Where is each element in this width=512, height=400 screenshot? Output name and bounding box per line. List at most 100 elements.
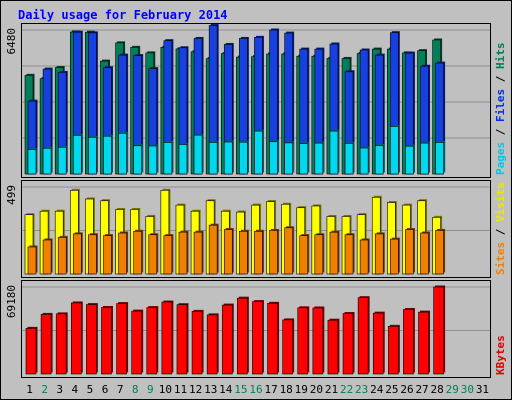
kbytes-bar-16	[252, 301, 263, 375]
day-label-4: 4	[72, 383, 79, 396]
kbytes-bar-4	[70, 302, 82, 375]
sites-bar-12	[193, 231, 203, 275]
kbytes-bar-22	[342, 313, 354, 375]
kbytes-bar-10	[161, 301, 173, 375]
day-label-20: 20	[310, 383, 323, 396]
day-label-26: 26	[400, 383, 413, 396]
series-kbytes	[25, 285, 446, 375]
day-label-6: 6	[102, 383, 109, 396]
sites-bar-6	[103, 235, 112, 275]
kbytes-bar-20	[312, 307, 324, 375]
pages-bar-22	[344, 143, 354, 175]
kbytes-bar-1	[25, 328, 37, 375]
day-label-12: 12	[189, 383, 202, 396]
kbytes-bar-15	[237, 297, 248, 375]
sites-bar-15	[239, 230, 248, 275]
pages-bar-5	[88, 137, 97, 175]
pages-bar-15	[239, 141, 248, 175]
day-label-8: 8	[132, 383, 139, 396]
pages-bar-26	[405, 145, 414, 175]
pages-bar-11	[178, 144, 188, 175]
day-label-19: 19	[295, 383, 308, 396]
legend-top: Pages / Files / Hits	[494, 43, 507, 176]
pages-bar-16	[254, 130, 263, 175]
kbytes-bar-26	[403, 309, 414, 375]
sites-bar-24	[374, 233, 384, 275]
kbytes-bar-6	[101, 307, 112, 375]
legend-item-pages: Pages	[494, 142, 507, 175]
scale-label-bottom: 69180	[5, 285, 18, 318]
kbytes-bar-5	[86, 304, 97, 375]
pages-bar-27	[420, 142, 429, 175]
day-label-29: 29	[446, 383, 459, 396]
kbytes-bar-24	[372, 312, 384, 375]
pages-bar-19	[299, 143, 309, 175]
pages-bar-17	[269, 141, 278, 175]
pages-bar-20	[314, 142, 324, 175]
day-label-28: 28	[431, 383, 444, 396]
pages-bar-13	[208, 142, 218, 175]
kbytes-bar-7	[116, 303, 127, 375]
day-label-15: 15	[234, 383, 247, 396]
day-label-21: 21	[325, 383, 338, 396]
panel-bottom: 69180 KBytes	[5, 280, 507, 378]
legend-item-files: Files	[494, 89, 507, 122]
kbytes-bar-28	[433, 286, 444, 375]
pages-bar-14	[223, 141, 233, 175]
kbytes-bar-3	[55, 313, 67, 375]
sites-bar-4	[72, 233, 82, 275]
legend-separator: /	[494, 122, 507, 142]
day-label-13: 13	[204, 383, 217, 396]
kbytes-bar-19	[297, 307, 309, 375]
day-label-2: 2	[41, 383, 48, 396]
kbytes-bar-13	[206, 314, 218, 375]
panel-top: 6480 Pages / Files / Hits	[5, 23, 507, 178]
sites-bar-16	[254, 230, 263, 275]
day-label-24: 24	[370, 383, 384, 396]
day-label-30: 30	[461, 383, 474, 396]
sites-bar-28	[435, 230, 444, 275]
legend-separator: /	[494, 69, 507, 89]
kbytes-bar-14	[221, 304, 233, 375]
kbytes-bar-27	[418, 311, 429, 375]
kbytes-bar-18	[282, 319, 293, 375]
sites-bar-1	[27, 246, 37, 275]
chart-panels: 6480 Pages / Files / Hits 499 Sites / Visit…	[5, 23, 507, 378]
day-label-22: 22	[340, 383, 353, 396]
sites-bar-23	[359, 239, 369, 275]
sites-bar-22	[344, 234, 354, 275]
sites-bar-5	[88, 234, 97, 275]
sites-bar-21	[329, 231, 339, 275]
sites-bar-17	[269, 230, 278, 275]
sites-bar-27	[420, 232, 429, 275]
sites-bar-7	[118, 232, 127, 275]
sites-bar-14	[223, 229, 233, 275]
series-sites	[27, 223, 446, 275]
legend-bottom: KBytes	[494, 335, 507, 375]
legend-item-sites: Sites	[494, 242, 507, 275]
pages-bar-1	[27, 149, 37, 175]
chart-title: Daily usage for February 2014	[18, 8, 228, 22]
pages-bar-10	[163, 142, 173, 175]
kbytes-bar-17	[267, 303, 278, 375]
sites-bar-3	[57, 237, 67, 275]
kbytes-bar-11	[176, 304, 188, 375]
pages-bar-9	[148, 145, 158, 175]
sites-bar-20	[314, 234, 324, 275]
day-label-27: 27	[415, 383, 428, 396]
day-label-3: 3	[56, 383, 63, 396]
pages-bar-6	[103, 135, 112, 175]
kbytes-bar-25	[388, 326, 399, 375]
day-label-5: 5	[87, 383, 94, 396]
day-label-31: 31	[476, 383, 489, 396]
sites-bar-8	[133, 230, 142, 275]
day-label-17: 17	[264, 383, 277, 396]
pages-bar-4	[72, 135, 82, 175]
series-files	[27, 24, 446, 175]
pages-bar-12	[193, 134, 203, 175]
pages-bar-28	[435, 142, 444, 175]
scale-label-middle: 499	[5, 185, 18, 205]
day-label-25: 25	[385, 383, 398, 396]
day-label-1: 1	[26, 383, 33, 396]
